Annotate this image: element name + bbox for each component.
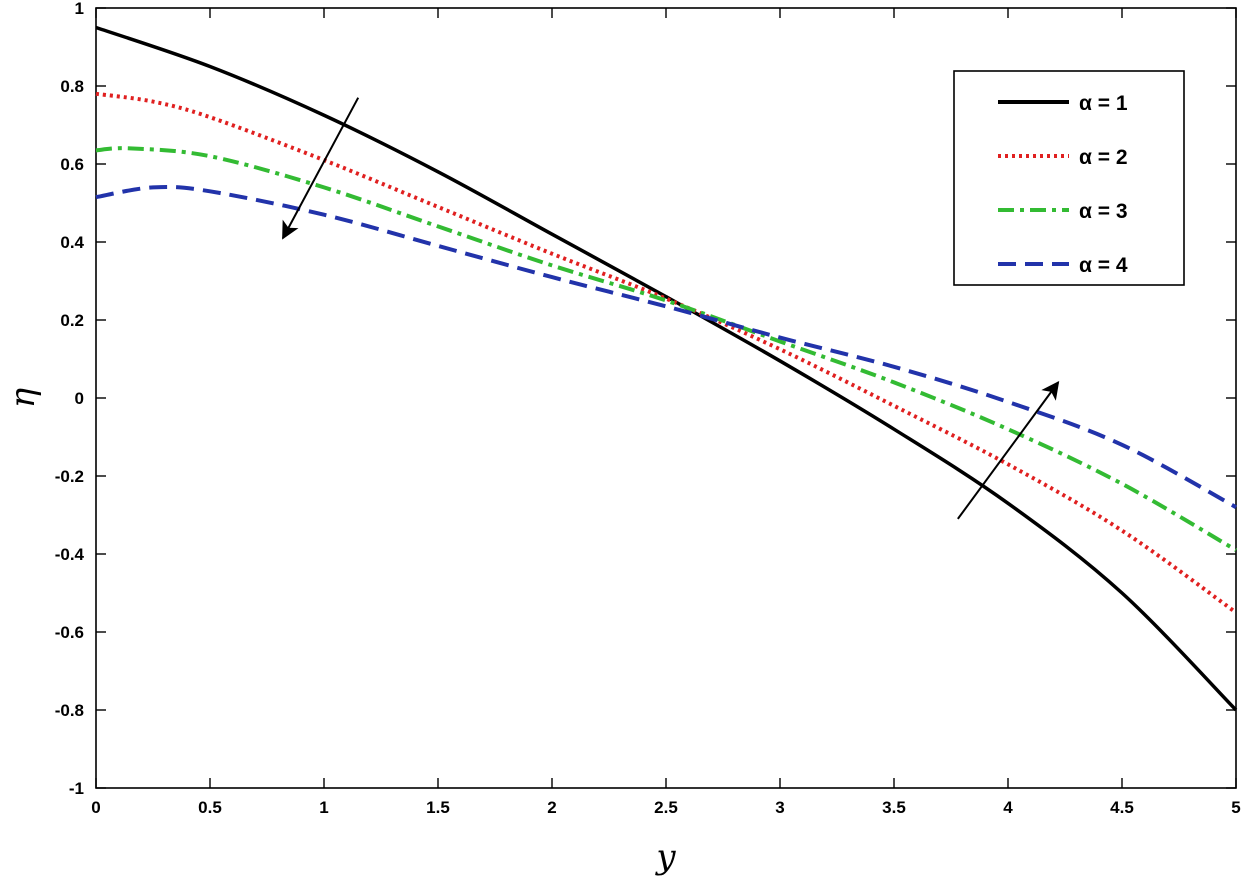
axis-ticks bbox=[95, 7, 1237, 789]
series-line-2 bbox=[95, 91, 1238, 615]
y-tick-label: -0.2 bbox=[55, 467, 84, 486]
y-tick-label: -0.8 bbox=[55, 701, 84, 720]
series-line-3 bbox=[95, 146, 1238, 552]
trend-arrow-2 bbox=[957, 380, 1060, 520]
legend-label-2: α = 2 bbox=[1079, 146, 1128, 169]
y-tick-label: 0.2 bbox=[60, 311, 84, 330]
x-tick-label: 2 bbox=[547, 798, 556, 817]
y-tick-label: -0.4 bbox=[55, 545, 85, 564]
x-tick-label: 1 bbox=[319, 798, 328, 817]
y-tick-label: -0.6 bbox=[55, 623, 84, 642]
legend: α = 1 α = 2 α = 3 α = 4 bbox=[953, 70, 1185, 286]
y-tick-label: -1 bbox=[69, 779, 84, 798]
annotation-arrows bbox=[282, 97, 1060, 520]
x-axis-label: y bbox=[654, 837, 676, 876]
x-tick-label: 1.5 bbox=[426, 798, 450, 817]
x-tick-label: 0 bbox=[91, 798, 100, 817]
x-tick-label: 5 bbox=[1231, 798, 1240, 817]
x-tick-label: 3.5 bbox=[882, 798, 906, 817]
y-tick-label: 0.6 bbox=[60, 155, 84, 174]
x-tick-label: 0.5 bbox=[198, 798, 222, 817]
y-tick-label: 0.8 bbox=[60, 77, 84, 96]
series-line-4 bbox=[95, 184, 1237, 509]
x-tick-label: 2.5 bbox=[654, 798, 678, 817]
y-tick-label: 1 bbox=[75, 0, 84, 18]
x-tick-label: 4 bbox=[1003, 798, 1013, 817]
x-tick-label: 3 bbox=[775, 798, 784, 817]
x-tick-label: 4.5 bbox=[1110, 798, 1134, 817]
legend-box bbox=[953, 70, 1185, 286]
legend-label-4: α = 4 bbox=[1079, 254, 1128, 277]
y-axis-label: η bbox=[3, 387, 43, 408]
curves bbox=[95, 25, 1238, 712]
series-line-1 bbox=[95, 25, 1238, 712]
y-tick-label: 0 bbox=[75, 389, 84, 408]
trend-arrow-1 bbox=[282, 97, 360, 240]
tick-labels: 0 0.5 1 1.5 2 2.5 3 3.5 4 4.5 5 -1 -0.8 -0.6 -0.4 -0.2 0… bbox=[55, 0, 1241, 817]
legend-label-1: α = 1 bbox=[1079, 92, 1128, 115]
legend-label-3: α = 3 bbox=[1079, 200, 1128, 223]
y-tick-label: 0.4 bbox=[60, 233, 84, 252]
